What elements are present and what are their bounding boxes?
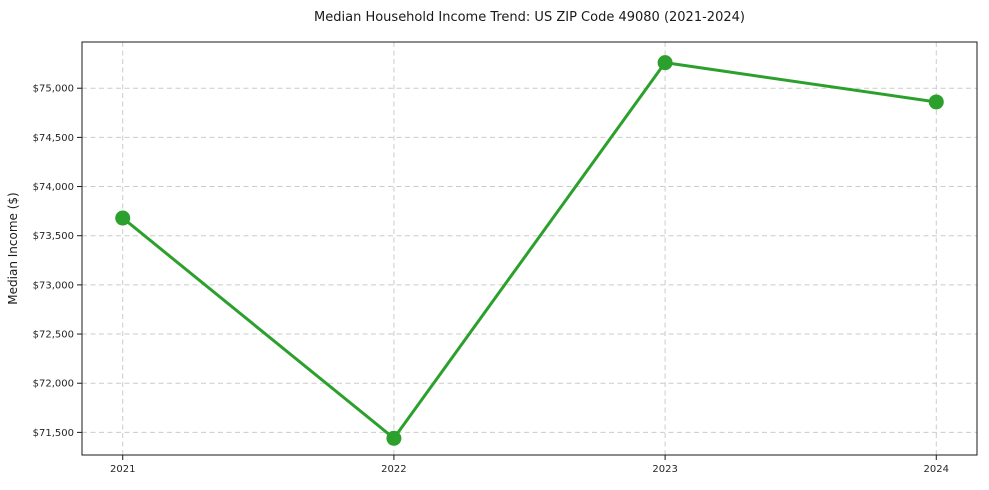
- y-tick-label: $72,500: [33, 330, 74, 341]
- y-tick-label: $73,500: [33, 231, 74, 242]
- axis-ticks: [77, 87, 937, 460]
- chart-title: Median Household Income Trend: US ZIP Co…: [314, 10, 745, 25]
- data-point: [386, 430, 402, 446]
- data-point: [115, 210, 131, 226]
- y-tick-label: $73,000: [33, 280, 74, 291]
- gridlines: [82, 42, 977, 455]
- y-axis-label: Median Income ($): [6, 192, 20, 304]
- data-point: [657, 55, 673, 71]
- y-tick-label: $72,000: [33, 379, 74, 390]
- y-tick-label: $74,500: [33, 133, 74, 144]
- data-point: [928, 94, 944, 110]
- y-tick-label: $75,000: [33, 84, 74, 95]
- series-line: [121, 61, 938, 440]
- y-tick-label: $71,500: [33, 428, 74, 439]
- x-tick-label: 2023: [652, 464, 677, 475]
- x-tick-label: 2022: [381, 464, 406, 475]
- data-series: [115, 55, 944, 446]
- plot-area-border: [81, 41, 978, 456]
- axis-tick-labels: $71,500 $72,000 $72,500 $73,000 $73,500 $74,0…: [33, 84, 949, 475]
- y-tick-label: $74,000: [33, 182, 74, 193]
- x-tick-label: 2024: [924, 464, 949, 475]
- x-tick-label: 2021: [110, 464, 135, 475]
